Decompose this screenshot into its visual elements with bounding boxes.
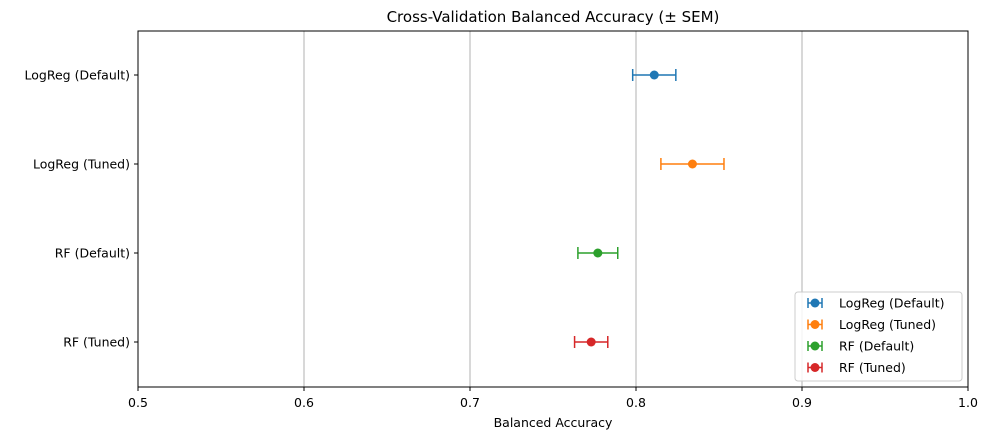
legend-entry: RF (Default) — [807, 339, 914, 354]
x-tick-label: 0.8 — [626, 395, 646, 410]
errorbar-point — [660, 158, 725, 170]
legend-marker — [810, 298, 820, 308]
errorbar-point — [573, 336, 609, 348]
y-tick-label: RF (Default) — [55, 246, 130, 261]
data-point — [687, 159, 697, 169]
data-point — [586, 337, 596, 347]
legend-label: LogReg (Default) — [839, 296, 944, 311]
x-tick-label: 0.5 — [128, 395, 148, 410]
legend-label: LogReg (Tuned) — [839, 317, 936, 332]
legend-box — [794, 291, 963, 382]
errorbar-point — [577, 247, 619, 259]
x-tick-label: 0.6 — [294, 395, 314, 410]
legend-entry: LogReg (Default) — [807, 296, 944, 311]
y-tick-label: LogReg (Default) — [25, 68, 130, 83]
plot-frame — [137, 30, 969, 388]
data-marks — [573, 69, 725, 348]
x-tick-label: 0.7 — [460, 395, 480, 410]
data-point — [649, 70, 659, 80]
legend-label: RF (Tuned) — [839, 360, 906, 375]
x-tick-label: 1.0 — [958, 395, 978, 410]
x-axis-ticks: 0.5 0.6 0.7 0.8 0.9 1.0 — [128, 387, 978, 410]
data-point — [593, 248, 603, 258]
legend-label: RF (Default) — [839, 339, 914, 354]
y-tick-label: LogReg (Tuned) — [33, 157, 130, 172]
legend-marker — [810, 363, 820, 372]
x-axis-label: Balanced Accuracy — [494, 415, 613, 430]
x-tick-label: 0.9 — [792, 395, 812, 410]
y-axis-ticks: LogReg (Default) LogReg (Tuned) RF (Defaul… — [25, 68, 138, 350]
legend-marker — [810, 320, 820, 329]
errorbar-point — [631, 69, 677, 81]
legend-entry: LogReg (Tuned) — [807, 317, 936, 332]
chart-title: Cross-Validation Balanced Accuracy (± SE… — [387, 8, 720, 26]
legend-entry: RF (Tuned) — [807, 360, 906, 375]
legend: LogReg (Default) LogReg (Tuned) RF (Defaul… — [794, 291, 963, 382]
legend-marker — [810, 341, 820, 351]
y-tick-label: RF (Tuned) — [63, 335, 130, 350]
